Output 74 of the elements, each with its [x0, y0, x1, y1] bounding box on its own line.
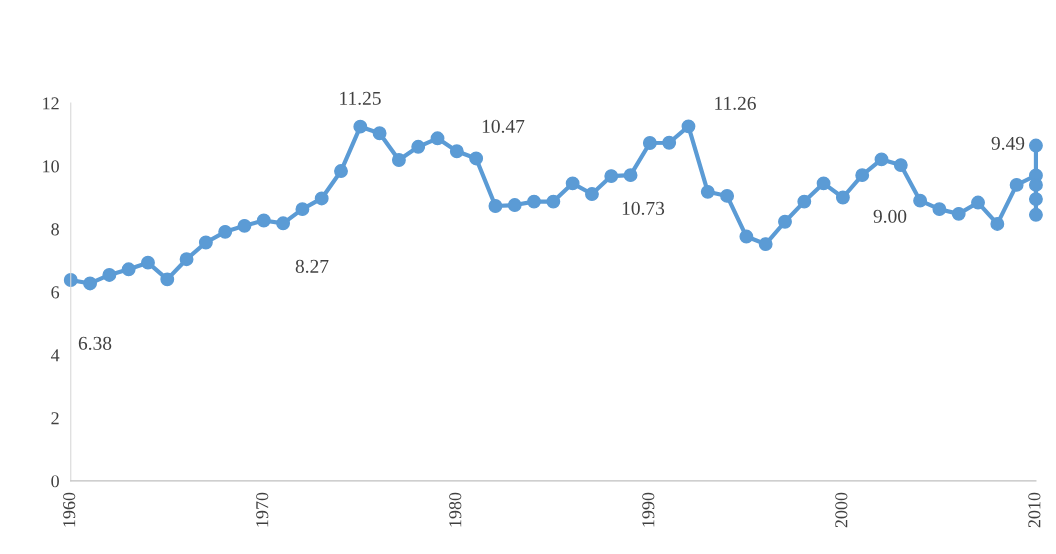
point	[256, 213, 271, 228]
point	[102, 268, 117, 282]
point	[874, 152, 889, 167]
point	[353, 119, 368, 134]
point	[1028, 207, 1043, 222]
point	[623, 168, 638, 183]
annotation: 8.27	[295, 259, 329, 273]
y-tick-label: 4	[50, 349, 60, 362]
point	[720, 188, 735, 203]
point	[334, 164, 348, 178]
point	[971, 195, 985, 210]
annotation: 9.00	[873, 209, 907, 223]
point	[951, 206, 966, 221]
point	[565, 176, 580, 191]
point	[160, 272, 175, 287]
point	[449, 144, 464, 159]
annotation: 10.73	[622, 201, 665, 215]
point	[662, 135, 677, 150]
x-tick-label: 2000	[835, 492, 848, 528]
point	[237, 218, 252, 233]
x-tick-label: 1970	[256, 492, 269, 527]
point	[604, 169, 619, 184]
point	[642, 136, 657, 150]
point	[295, 202, 310, 217]
x-tick-label: 1980	[449, 492, 462, 527]
point	[758, 237, 773, 252]
point	[893, 158, 908, 173]
point	[990, 217, 1005, 231]
point	[507, 198, 522, 213]
annotation: 6.38	[78, 336, 112, 350]
annotation: 11.26	[715, 96, 756, 110]
point	[778, 214, 792, 229]
point	[179, 252, 194, 267]
annotation: 10.47	[482, 119, 525, 133]
y-tick-label: 8	[51, 223, 59, 236]
annotation: 11.25	[340, 91, 381, 105]
point	[913, 193, 928, 208]
point	[681, 119, 696, 134]
point	[488, 199, 503, 213]
point	[430, 131, 445, 146]
point	[585, 187, 599, 201]
annotation: 9.49	[991, 136, 1025, 150]
point	[1028, 138, 1043, 153]
point	[1028, 192, 1043, 207]
y-tick-label: 2	[51, 412, 59, 425]
point	[816, 176, 831, 191]
point	[121, 262, 136, 277]
y-tick-label: 10	[43, 160, 59, 173]
point	[63, 273, 78, 287]
point	[700, 184, 715, 199]
point	[1009, 177, 1024, 192]
point	[932, 202, 947, 217]
point	[411, 139, 426, 154]
point	[546, 194, 561, 209]
x-tick-label: 1960	[63, 492, 76, 527]
point	[739, 229, 754, 244]
point	[469, 151, 484, 166]
point	[218, 224, 233, 239]
point	[141, 255, 155, 270]
y-tick-label: 12	[43, 97, 59, 110]
point	[391, 153, 406, 167]
y-tick-label: 6	[51, 286, 60, 299]
y-tick-label: 0	[51, 475, 59, 488]
point	[276, 216, 291, 231]
x-tick-label: 2010	[1028, 492, 1041, 528]
point	[372, 126, 387, 141]
point	[314, 191, 329, 206]
point	[527, 194, 541, 209]
x-tick-label: 1990	[642, 492, 655, 527]
point	[855, 168, 870, 183]
point	[835, 190, 850, 205]
point	[797, 194, 812, 209]
point	[198, 235, 213, 250]
point	[83, 276, 98, 291]
